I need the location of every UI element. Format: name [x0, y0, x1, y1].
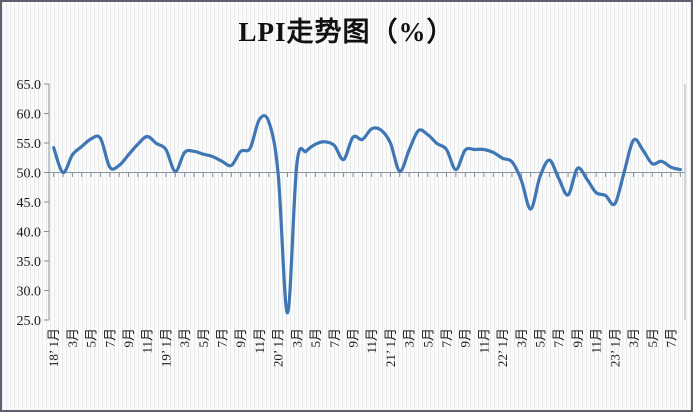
- y-axis-tick-label: 60.0: [17, 108, 42, 123]
- x-axis-tick-label: 9月: [570, 328, 585, 348]
- y-axis-tick-label: 25.0: [17, 314, 42, 329]
- x-axis-tick-label: 5月: [533, 328, 548, 348]
- x-axis-tick-label: 9月: [121, 328, 136, 348]
- y-axis-tick-label: 35.0: [17, 255, 42, 270]
- x-axis-tick-label: 9月: [233, 328, 248, 348]
- x-axis-tick-label: 9月: [458, 328, 473, 348]
- y-axis-tick-label: 50.0: [17, 167, 42, 182]
- x-axis-tick-label: 5月: [645, 328, 660, 348]
- x-axis-tick-label: 7月: [663, 328, 678, 348]
- chart-title: LPI走势图（%）: [238, 17, 455, 47]
- x-axis-tick-label: 11月: [140, 328, 155, 354]
- x-axis-tick-label: 3月: [177, 328, 192, 348]
- y-axis-tick-label: 55.0: [17, 137, 42, 152]
- x-axis-tick-label: 11月: [589, 328, 604, 354]
- x-axis-tick-label: 3月: [65, 328, 80, 348]
- x-axis-tick-label: 21’ 1月: [383, 328, 398, 367]
- y-axis-tick-label: 65.0: [17, 78, 42, 93]
- x-axis-tick-label: 19’ 1月: [158, 328, 173, 367]
- x-axis-tick-label: 5月: [420, 328, 435, 348]
- x-axis-tick-label: 22’ 1月: [495, 328, 510, 367]
- x-axis-tick-label: 11月: [476, 328, 491, 354]
- x-axis-tick-label: 5月: [196, 328, 211, 348]
- x-axis-tick-label: 11月: [364, 328, 379, 354]
- x-axis-tick-label: 18’ 1月: [46, 328, 61, 367]
- x-axis-tick-label: 5月: [84, 328, 99, 348]
- x-axis-tick-label: 7月: [551, 328, 566, 348]
- x-axis-tick-label: 7月: [439, 328, 454, 348]
- y-axis-tick-label: 45.0: [17, 196, 42, 211]
- x-axis-tick-label: 11月: [252, 328, 267, 354]
- x-axis-tick-label: 9月: [345, 328, 360, 348]
- x-axis-tick-label: 3月: [402, 328, 417, 348]
- y-axis-tick-label: 40.0: [17, 226, 42, 241]
- y-axis-tick-label: 30.0: [17, 285, 42, 300]
- x-axis-tick-label: 7月: [215, 328, 230, 348]
- x-axis-tick-label: 3月: [626, 328, 641, 348]
- x-axis-tick-label: 3月: [289, 328, 304, 348]
- lpi-trend-line: [52, 114, 682, 315]
- x-axis-tick-label: 5月: [308, 328, 323, 348]
- x-axis-tick-label: 23’ 1月: [607, 328, 622, 367]
- x-axis-tick-label: 20’ 1月: [271, 328, 286, 367]
- x-axis-tick-label: 7月: [102, 328, 117, 348]
- x-axis-tick-label: 3月: [514, 328, 529, 348]
- x-axis-tick-label: 7月: [327, 328, 342, 348]
